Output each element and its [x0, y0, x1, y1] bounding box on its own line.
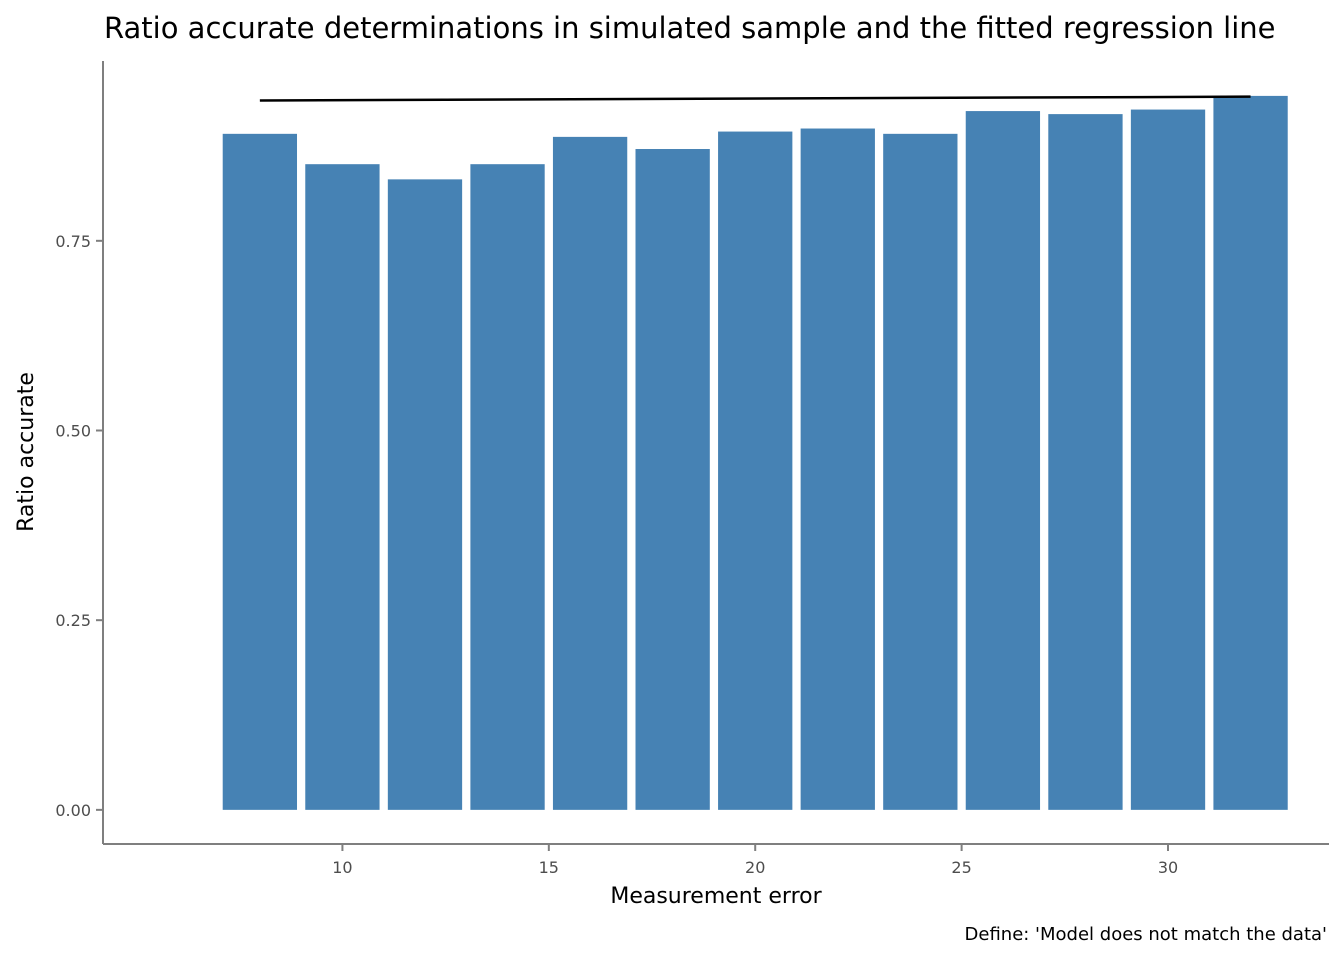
chart-title: Ratio accurate determinations in simulat… — [104, 11, 1276, 45]
bar-12 — [387, 179, 463, 810]
bar-20 — [718, 131, 793, 810]
x-tick-label: 30 — [1158, 858, 1178, 877]
y-ticks-group: 0.00 0.25 0.50 0.75 — [55, 232, 103, 820]
bar-32 — [1213, 95, 1288, 810]
y-axis-title: Ratio accurate — [14, 372, 39, 532]
regression-line-group — [259, 95, 1251, 102]
x-tick-label: 10 — [332, 858, 352, 877]
x-tick-label: 15 — [539, 858, 559, 877]
y-tick-label: 0.75 — [55, 232, 91, 251]
bar-22 — [800, 128, 875, 810]
y-tick-label: 0.00 — [55, 801, 91, 820]
bar-18 — [635, 149, 710, 810]
bar-30 — [1130, 109, 1206, 810]
bars-group — [222, 95, 1288, 810]
bar-24 — [883, 133, 958, 810]
bar-10 — [305, 164, 380, 810]
bar-16 — [552, 136, 628, 810]
chart-caption: Define: 'Model does not match the data' — [965, 924, 1327, 945]
x-ticks-group: 10 15 20 25 30 — [332, 844, 1178, 877]
x-axis-title: Measurement error — [610, 884, 822, 909]
bar-28 — [1048, 114, 1123, 810]
y-tick-label: 0.25 — [55, 611, 91, 630]
x-tick-label: 20 — [745, 858, 765, 877]
bar-26 — [965, 111, 1041, 810]
regression-line — [259, 95, 1251, 102]
y-tick-label: 0.50 — [55, 421, 91, 440]
bar-14 — [470, 164, 545, 810]
bar-8 — [222, 133, 298, 810]
x-tick-label: 25 — [951, 858, 971, 877]
